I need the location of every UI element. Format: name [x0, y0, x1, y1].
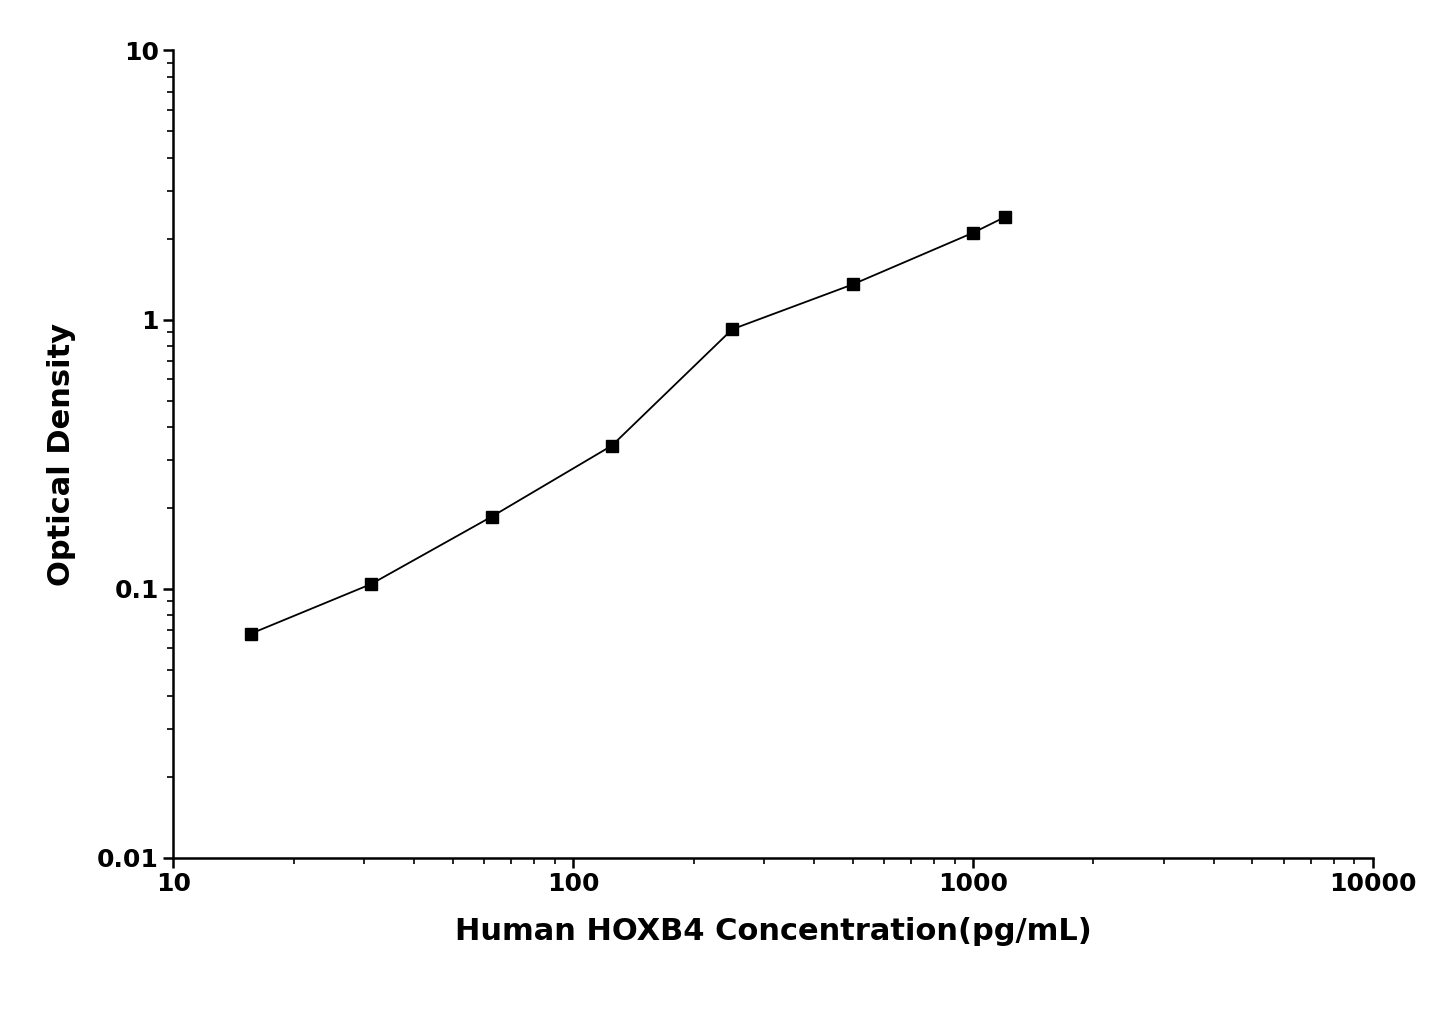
X-axis label: Human HOXB4 Concentration(pg/mL): Human HOXB4 Concentration(pg/mL)	[455, 917, 1091, 946]
Y-axis label: Optical Density: Optical Density	[48, 323, 77, 585]
